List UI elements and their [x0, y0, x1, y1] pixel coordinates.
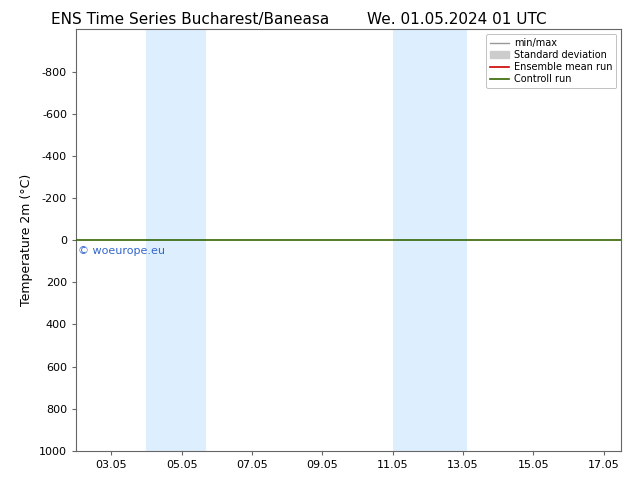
- Text: © woeurope.eu: © woeurope.eu: [78, 246, 165, 256]
- Text: We. 01.05.2024 01 UTC: We. 01.05.2024 01 UTC: [366, 12, 547, 27]
- Y-axis label: Temperature 2m (°C): Temperature 2m (°C): [20, 174, 34, 306]
- Text: ENS Time Series Bucharest/Baneasa: ENS Time Series Bucharest/Baneasa: [51, 12, 329, 27]
- Bar: [392, 29, 467, 451]
- Legend: min/max, Standard deviation, Ensemble mean run, Controll run: min/max, Standard deviation, Ensemble me…: [486, 34, 616, 88]
- Bar: [146, 29, 206, 451]
